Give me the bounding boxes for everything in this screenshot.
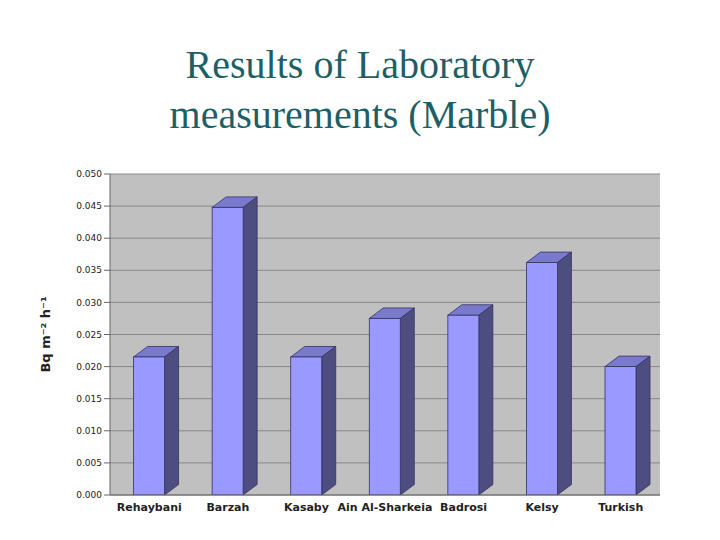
svg-text:0.030: 0.030 <box>76 298 102 308</box>
svg-text:Turkish: Turkish <box>598 501 643 514</box>
svg-text:0.010: 0.010 <box>76 426 102 436</box>
svg-text:0.040: 0.040 <box>76 233 102 243</box>
svg-text:Bq m⁻² h⁻¹: Bq m⁻² h⁻¹ <box>38 296 53 372</box>
svg-text:Barzah: Barzah <box>206 501 249 514</box>
svg-text:0.045: 0.045 <box>76 201 102 211</box>
svg-text:Badrosi: Badrosi <box>440 501 487 514</box>
svg-text:Rehaybani: Rehaybani <box>117 501 182 514</box>
svg-text:Kasaby: Kasaby <box>284 501 329 514</box>
html-text:Results of Laboratory measurem: Results of Laboratory measurements (Marb… <box>169 42 551 137</box>
svg-text:0.050: 0.050 <box>76 169 102 179</box>
svg-text:0.000: 0.000 <box>76 490 102 500</box>
svg-text:0.035: 0.035 <box>76 265 102 275</box>
svg-text:0.020: 0.020 <box>76 362 102 372</box>
svg-text:0.025: 0.025 <box>76 330 102 340</box>
svg-text:Kelsy: Kelsy <box>526 501 559 514</box>
svg-text:0.015: 0.015 <box>76 394 102 404</box>
svg-text:0.005: 0.005 <box>76 458 102 468</box>
svg-text:Ain Al-Sharkeia: Ain Al-Sharkeia <box>337 501 432 514</box>
